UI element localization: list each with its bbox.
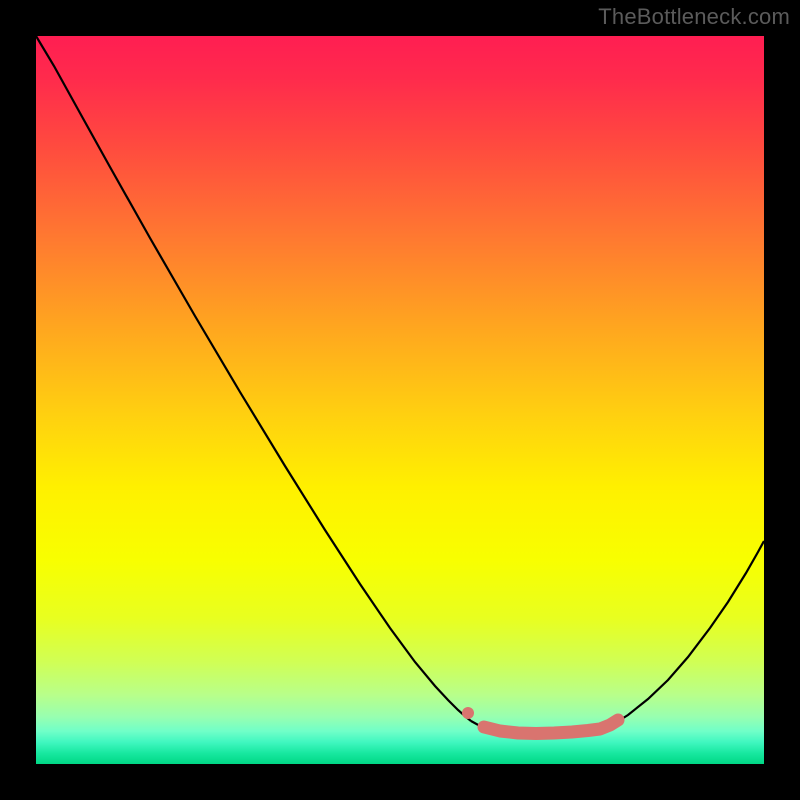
highlight-stroke [484,720,618,734]
chart-canvas: TheBottleneck.com [0,0,800,800]
plot-area [36,36,764,764]
bottleneck-curve-right [600,541,764,730]
highlight-dot [462,707,474,719]
attribution-text: TheBottleneck.com [598,4,790,30]
curve-layer [36,36,764,764]
bottleneck-curve-left [36,36,471,721]
